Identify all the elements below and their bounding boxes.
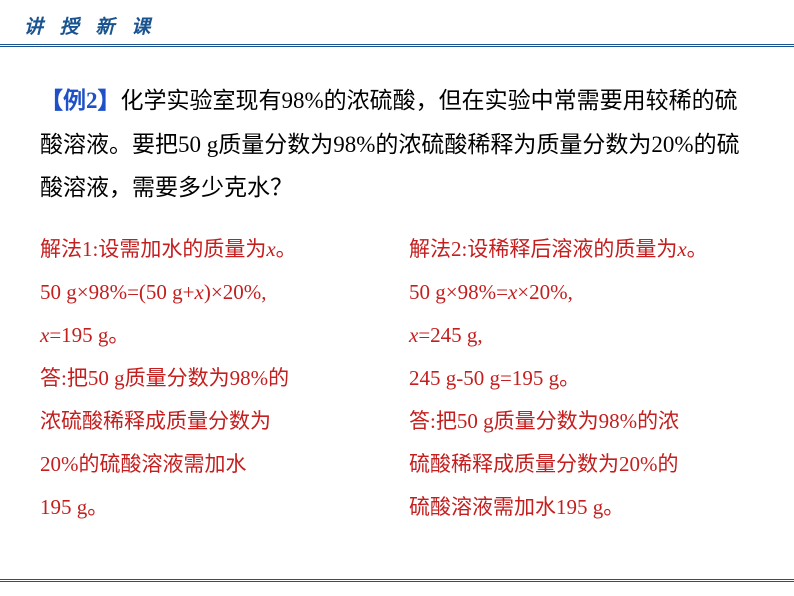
- solution-line: 20%的硫酸溶液需加水: [40, 443, 385, 486]
- solution-line: 245 g-50 g=195 g。: [409, 357, 754, 400]
- solution-line: 硫酸溶液需加水195 g。: [409, 486, 754, 529]
- solution-1: 解法1:设需加水的质量为x。 50 g×98%=(50 g+x)×20%, x=…: [40, 228, 385, 529]
- solution-line: 硫酸稀释成质量分数为20%的: [409, 443, 754, 486]
- solution-line: x=195 g。: [40, 314, 385, 357]
- solution-line: 答:把50 g质量分数为98%的: [40, 357, 385, 400]
- solution-line: 50 g×98%=(50 g+x)×20%,: [40, 271, 385, 314]
- problem-statement: 【例2】化学实验室现有98%的浓硫酸，但在实验中常需要用较稀的硫酸溶液。要把50…: [40, 79, 754, 210]
- solution-line: 50 g×98%=x×20%,: [409, 271, 754, 314]
- solution-line: 答:把50 g质量分数为98%的浓: [409, 400, 754, 443]
- solution-line: x=245 g,: [409, 314, 754, 357]
- solution-line: 解法1:设需加水的质量为x。: [40, 228, 385, 271]
- solution-2: 解法2:设稀释后溶液的质量为x。 50 g×98%=x×20%, x=245 g…: [409, 228, 754, 529]
- solutions-container: 解法1:设需加水的质量为x。 50 g×98%=(50 g+x)×20%, x=…: [40, 228, 754, 529]
- solution-line: 浓硫酸稀释成质量分数为: [40, 400, 385, 443]
- solution-line: 195 g。: [40, 486, 385, 529]
- problem-text: 化学实验室现有98%的浓硫酸，但在实验中常需要用较稀的硫酸溶液。要把50 g质量…: [40, 88, 740, 200]
- solution-line: 解法2:设稀释后溶液的质量为x。: [409, 228, 754, 271]
- slide-header: 讲 授 新 课: [0, 0, 794, 39]
- header-title: 讲 授 新 课: [24, 12, 794, 39]
- footer-divider: [0, 579, 794, 582]
- header-divider: [0, 44, 794, 47]
- slide-content: 【例2】化学实验室现有98%的浓硫酸，但在实验中常需要用较稀的硫酸溶液。要把50…: [0, 39, 794, 529]
- example-tag: 【例2】: [40, 88, 121, 113]
